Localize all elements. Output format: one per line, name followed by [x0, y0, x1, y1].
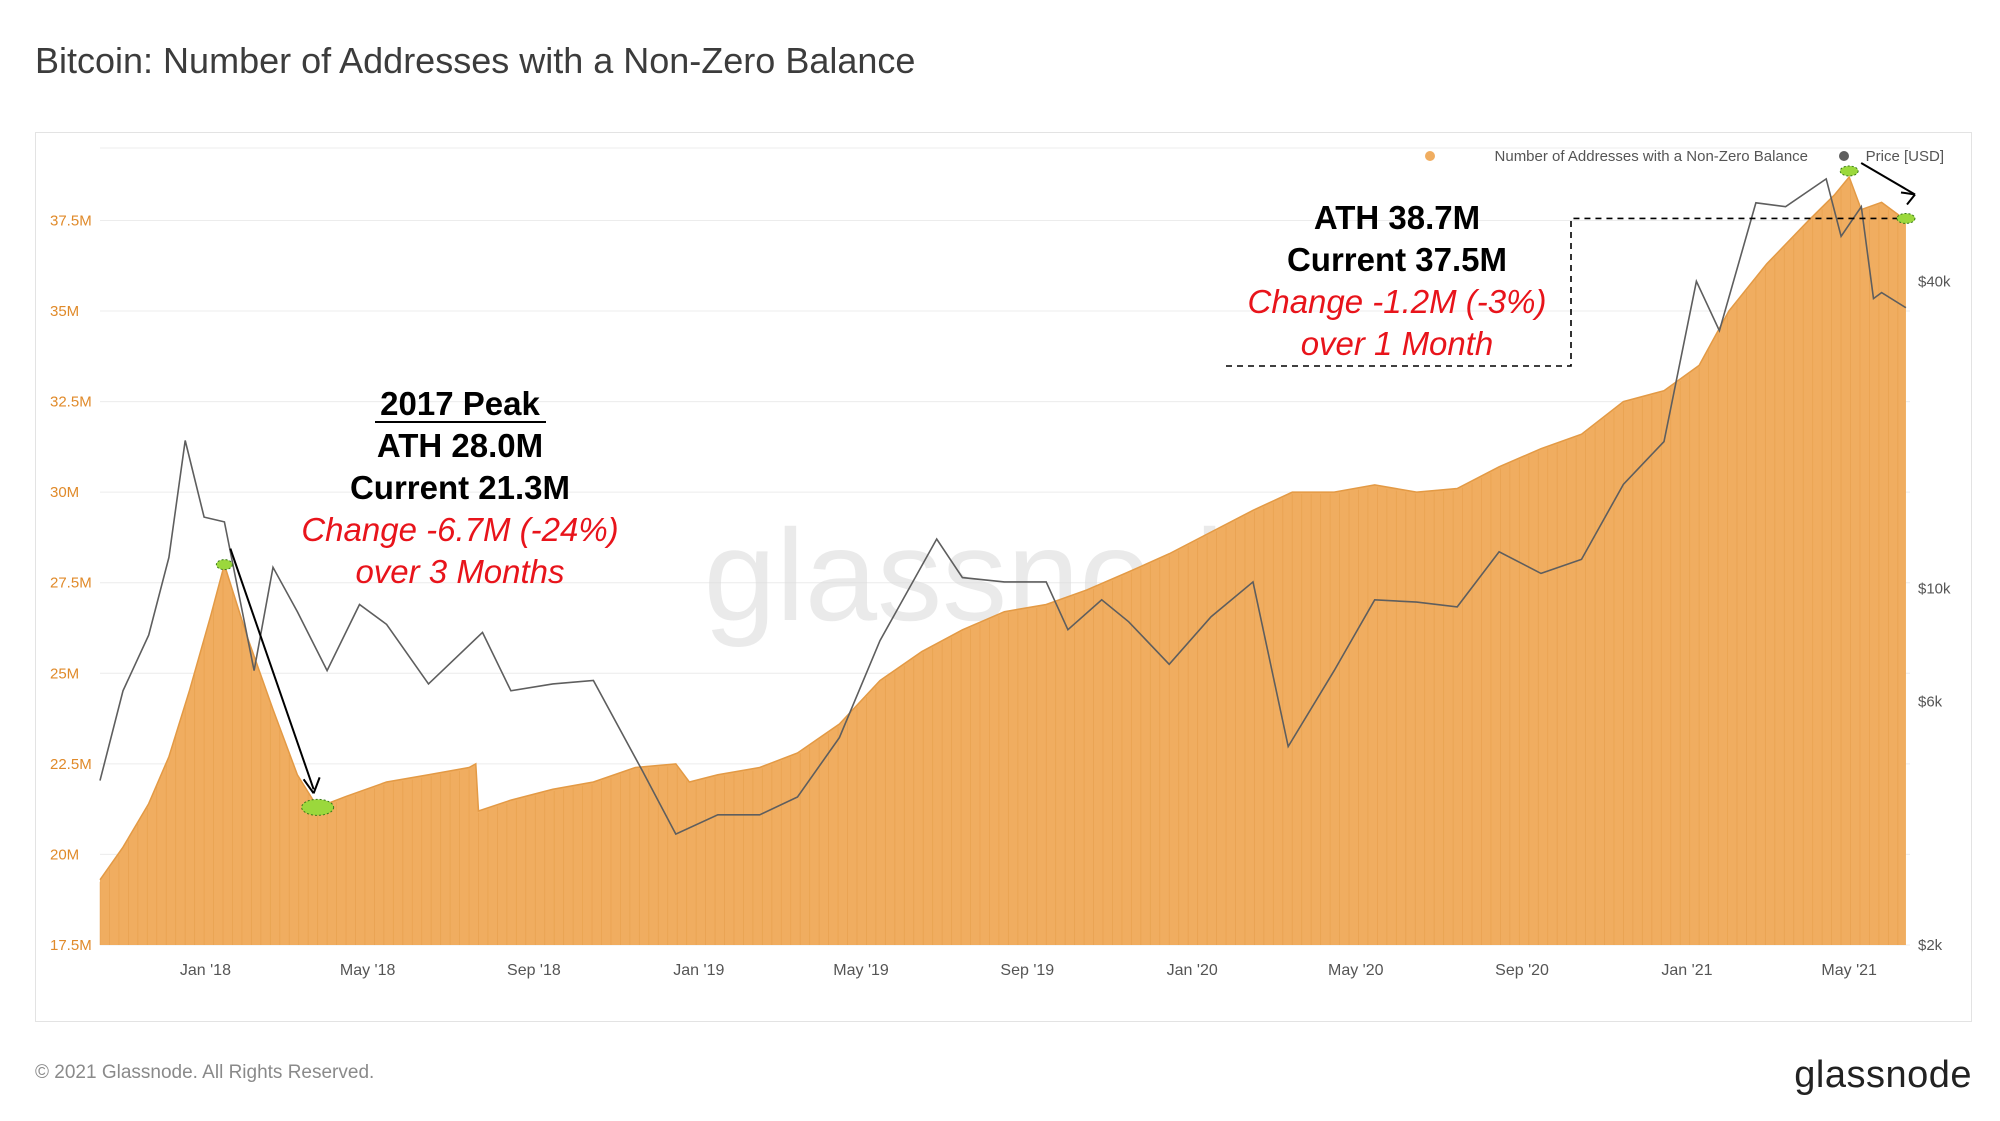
page-title: Bitcoin: Number of Addresses with a Non-…: [35, 40, 916, 81]
x-tick-label: Sep '20: [1495, 962, 1549, 979]
ath-marker-2021: [1839, 165, 1859, 177]
legend[interactable]: Price [USD] Number of Addresses with a No…: [1425, 148, 1944, 165]
y-left-tick-label: 37.5M: [50, 212, 92, 229]
x-tick-label: Jan '19: [673, 962, 724, 979]
address-area-outline: [99, 175, 1907, 881]
y-left-tick-label: 27.5M: [50, 575, 92, 592]
annotation-2017-current: Current 21.3M: [350, 469, 570, 506]
price-line: [99, 177, 1907, 836]
y-left-tick-label: 20M: [50, 846, 79, 863]
address-area-fill: [100, 176, 1906, 945]
y-left-tick-label: 35M: [50, 303, 79, 320]
annotations: 2017 Peak ATH 28.0M Current 21.3M Change -6…: [215, 162, 1916, 816]
legend-swatch-addresses: [1425, 151, 1435, 161]
arrow-2021: [1860, 162, 1916, 196]
x-tick-label: Jan '18: [180, 962, 231, 979]
y-left-tick-label: 25M: [50, 665, 79, 682]
y-left-tick-label: 17.5M: [50, 937, 92, 954]
y-left-tick-label: 32.5M: [50, 394, 92, 411]
annotation-2021-period: over 1 Month: [1301, 325, 1494, 362]
price-series: [99, 177, 1907, 836]
x-tick-label: Jan '20: [1167, 962, 1218, 979]
x-tick-label: Sep '19: [1000, 962, 1054, 979]
copyright-text: © 2021 Glassnode. All Rights Reserved.: [35, 1062, 375, 1083]
chart-frame: [35, 132, 1972, 1022]
annotation-2017-period: over 3 Months: [355, 553, 564, 590]
legend-label-addresses: Number of Addresses with a Non-Zero Bala…: [1495, 148, 1808, 165]
y-left-tick-label: 22.5M: [50, 756, 92, 773]
glassnode-logo[interactable]: glassnode: [1794, 1054, 1972, 1096]
annotation-2021-current: Current 37.5M: [1287, 241, 1507, 278]
arrowhead-2021: [1900, 191, 1916, 206]
x-tick-label: May '19: [833, 962, 889, 979]
annotation-2017-change: Change -6.7M (-24%): [301, 511, 618, 548]
x-tick-label: May '20: [1328, 962, 1384, 979]
annotation-2017-ath: ATH 28.0M: [377, 427, 543, 464]
current-marker-2021: [1896, 212, 1916, 224]
annotation-2021-ath: ATH 38.7M: [1314, 199, 1480, 236]
y-right-tick-label: $2k: [1918, 937, 1943, 954]
y-right-tick-label: $10k: [1918, 580, 1951, 597]
current-marker-2017: [301, 798, 335, 816]
y-right-tick-label: $40k: [1918, 273, 1951, 290]
legend-swatch-price: [1839, 151, 1849, 161]
ath-marker-2017: [215, 559, 233, 571]
arrowhead-2017: [302, 776, 321, 794]
dashed-guide-2021: [1226, 217, 1908, 367]
x-tick-label: Sep '18: [507, 962, 561, 979]
y-right-tick-label: $6k: [1918, 694, 1943, 711]
arrow-2017: [229, 548, 315, 790]
y-left-tick-label: 30M: [50, 484, 79, 501]
x-tick-label: May '21: [1821, 962, 1877, 979]
legend-label-price: Price [USD]: [1866, 148, 1944, 165]
annotation-2021-change: Change -1.2M (-3%): [1248, 283, 1547, 320]
x-tick-label: May '18: [340, 962, 396, 979]
axes: 17.5M 20M 22.5M 25M 27.5M 30M 32.5M 35M 37.5M $2k…: [50, 212, 1951, 979]
annotation-2017-heading: 2017 Peak: [380, 385, 540, 422]
address-area-series: [99, 175, 1907, 945]
x-tick-label: Jan '21: [1661, 962, 1712, 979]
